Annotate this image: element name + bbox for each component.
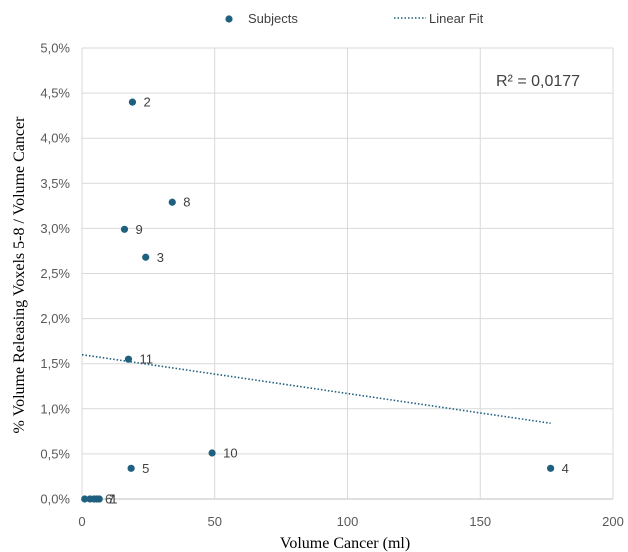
data-point-label: 3 xyxy=(157,250,164,265)
y-tick-labels: 0,0% 0,5% 1,0% 1,5% 2,0% 2,5% 3,0% 3,5% 4,0% 4,5%… xyxy=(40,41,70,507)
data-point-label: 2 xyxy=(143,95,150,110)
y-tick-label: 1,5% xyxy=(40,356,70,371)
data-point-labels: 2 8 93 11 10 5 4 671 xyxy=(105,95,569,507)
x-tick-label: 200 xyxy=(602,514,624,529)
data-point xyxy=(168,198,176,206)
data-point-label: 8 xyxy=(183,195,190,210)
y-tick-label: 3,0% xyxy=(40,221,70,236)
data-point xyxy=(120,225,129,233)
data-point-label: 10 xyxy=(223,445,237,460)
y-tick-label: 2,0% xyxy=(40,311,70,326)
data-point xyxy=(81,495,89,503)
data-point xyxy=(128,98,137,106)
data-point-label: 11 xyxy=(139,352,153,367)
data-points xyxy=(81,98,555,503)
x-tick-label: 150 xyxy=(469,514,491,529)
y-tick-label: 1,0% xyxy=(40,401,70,416)
data-point-label: 7 xyxy=(108,492,115,507)
legend-label-subjects: Subjects xyxy=(248,11,298,26)
data-point xyxy=(127,464,135,472)
legend: Subjects Linear Fit xyxy=(225,11,484,26)
data-point xyxy=(95,495,103,503)
y-axis-title: % Volume Releasing Voxels 5-8 / Volume C… xyxy=(11,116,28,434)
x-tick-labels: 0 50 100 150 200 xyxy=(78,514,623,529)
data-point-label: 1 xyxy=(110,492,117,507)
gridlines xyxy=(81,47,614,500)
y-tick-label: 5,0% xyxy=(40,41,70,56)
legend-label-linear-fit: Linear Fit xyxy=(429,11,484,26)
legend-marker-subjects xyxy=(225,15,233,23)
y-tick-label: 0,0% xyxy=(40,492,70,507)
y-tick-label: 4,0% xyxy=(40,131,70,146)
x-tick-label: 100 xyxy=(337,514,359,529)
x-tick-label: 50 xyxy=(208,514,222,529)
y-tick-label: 3,5% xyxy=(40,176,70,191)
r-squared-annotation: R² = 0,0177 xyxy=(496,73,580,90)
x-axis-title: Volume Cancer (ml) xyxy=(280,535,410,552)
data-point-label: 5 xyxy=(142,461,149,476)
y-tick-label: 2,5% xyxy=(40,266,70,281)
data-point xyxy=(142,253,150,261)
data-point-label: 6 xyxy=(105,492,112,507)
x-tick-label: 0 xyxy=(78,514,85,529)
y-tick-label: 4,5% xyxy=(40,86,70,101)
y-tick-label: 0,5% xyxy=(40,446,70,461)
data-point xyxy=(208,449,216,457)
data-point xyxy=(547,464,555,472)
data-point-label: 9 xyxy=(135,222,142,237)
data-point xyxy=(124,355,133,363)
data-point-label: 4 xyxy=(562,461,569,476)
